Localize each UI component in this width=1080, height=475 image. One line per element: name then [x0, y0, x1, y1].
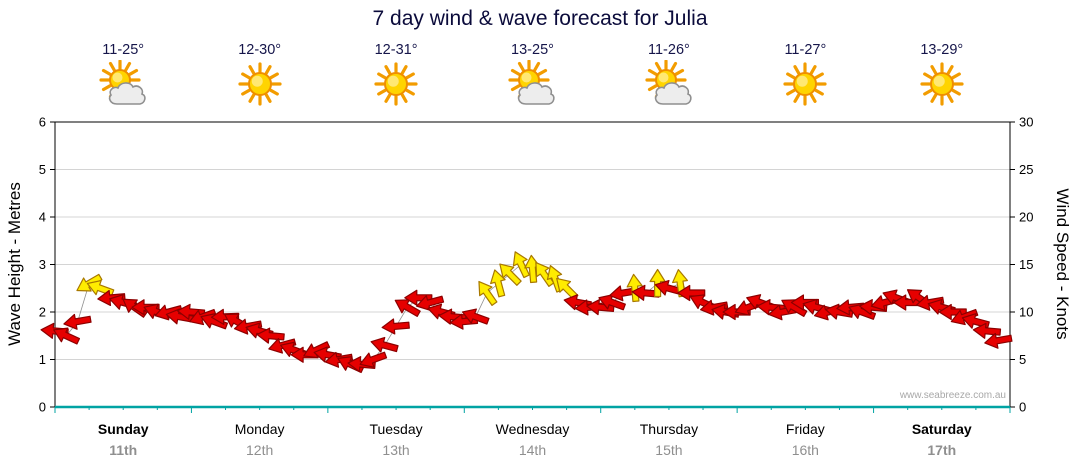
- wind-arrow: [781, 299, 808, 317]
- day-header-monday: 12-30°: [191, 42, 327, 110]
- sunny-icon: [328, 60, 464, 110]
- wind-arrow: [404, 289, 433, 306]
- day-date: 14th: [518, 442, 547, 458]
- day-temp-range: 11-26°: [648, 42, 690, 58]
- day-label-tuesday: Tuesday 13th: [328, 421, 464, 458]
- wind-arrow: [499, 263, 522, 286]
- wind-arrow: [677, 284, 706, 302]
- day-label-monday: Monday 12th: [191, 421, 327, 458]
- partly-cloudy-icon: [464, 59, 600, 110]
- wind-arrow: [649, 268, 666, 298]
- wind-arrow: [416, 295, 445, 311]
- left-axis-tick-label: 6: [39, 115, 46, 130]
- day-temp-range: 13-25°: [511, 42, 554, 58]
- left-axis-tick-label: 1: [39, 352, 46, 367]
- day-temp-range: 11-27°: [784, 42, 827, 58]
- wind-arrow: [938, 303, 967, 321]
- day-temp-range: 12-30°: [238, 42, 282, 58]
- day-label-wednesday: Wednesday 14th: [464, 421, 600, 458]
- day-label-saturday: Saturday 17th: [874, 421, 1010, 458]
- day-header-thursday: 11-26°: [601, 42, 737, 110]
- left-axis-tick-label: 4: [39, 210, 46, 225]
- right-axis-title: Wind Speed - Knots: [1053, 188, 1072, 340]
- day-header-sunday: 11-25°: [55, 42, 191, 110]
- day-name: Wednesday: [495, 421, 570, 437]
- day-name: Sunday: [97, 421, 149, 437]
- day-date: 16th: [791, 442, 819, 458]
- wind-arrow: [848, 303, 877, 320]
- wind-arrow: [598, 294, 626, 311]
- wind-arrow: [210, 308, 240, 325]
- partly-cloudy-icon: [55, 59, 191, 110]
- right-axis-tick-label: 30: [1019, 115, 1033, 130]
- wind-arrow: [53, 327, 81, 345]
- day-temp-range: 12-31°: [374, 42, 418, 58]
- wind-arrow: [200, 313, 229, 330]
- wind-arrow: [63, 313, 92, 330]
- sunny-icon: [191, 60, 327, 110]
- day-name: Tuesday: [369, 421, 423, 437]
- wind-arrow: [700, 299, 729, 316]
- watermark: www.seabreeze.com.au: [899, 390, 1006, 401]
- day-label-friday: Friday 16th: [737, 421, 873, 458]
- day-label-sunday: Sunday 11th: [55, 421, 191, 458]
- left-axis-tick-label: 2: [39, 305, 46, 320]
- wind-arrow: [478, 280, 498, 306]
- day-header-tuesday: 12-31°: [328, 42, 464, 110]
- wind-arrow: [461, 308, 490, 325]
- day-temp-range: 11-25°: [102, 42, 145, 58]
- left-axis-tick-label: 0: [39, 400, 46, 415]
- wind-arrow: [381, 318, 410, 335]
- partly-cloudy-icon: [601, 59, 737, 110]
- left-axis-tick-label: 3: [39, 257, 46, 272]
- wind-arrow: [984, 332, 1013, 349]
- wind-arrow: [359, 351, 388, 368]
- wind-arrow: [556, 277, 579, 301]
- day-header-friday: 11-27°: [737, 42, 873, 110]
- day-header-saturday: 13-29°: [874, 42, 1010, 110]
- sunny-icon: [737, 60, 873, 110]
- chart-title: 7 day wind & wave forecast for Julia: [372, 7, 708, 30]
- day-name: Thursday: [639, 421, 699, 437]
- day-header-wednesday: 13-25°: [464, 42, 600, 110]
- day-date: 13th: [382, 442, 410, 458]
- day-date: 15th: [655, 442, 683, 458]
- wind-arrow: [394, 299, 421, 317]
- left-axis-tick-label: 5: [39, 162, 46, 177]
- day-name: Monday: [234, 421, 285, 437]
- day-name: Saturday: [911, 421, 972, 437]
- wind-arrow: [490, 269, 506, 298]
- left-axis-title: Wave Height - Metres: [5, 182, 24, 346]
- wind-arrow: [370, 336, 399, 353]
- right-axis-tick-label: 25: [1019, 162, 1033, 177]
- right-axis-tick-label: 15: [1019, 257, 1033, 272]
- right-axis-tick-label: 20: [1019, 210, 1033, 225]
- right-axis-tick-label: 10: [1019, 305, 1033, 320]
- day-date: 11th: [109, 442, 138, 458]
- wind-arrow: [512, 251, 530, 279]
- right-axis-tick-label: 5: [1019, 352, 1026, 367]
- day-label-thursday: Thursday 15th: [601, 421, 737, 458]
- day-temp-range: 13-29°: [920, 42, 964, 58]
- sunny-icon: [874, 60, 1010, 110]
- right-axis-tick-label: 0: [1019, 400, 1026, 415]
- day-name: Friday: [785, 421, 825, 437]
- day-date: 12th: [246, 442, 274, 458]
- day-date: 17th: [927, 442, 957, 458]
- wind-arrow: [165, 308, 195, 325]
